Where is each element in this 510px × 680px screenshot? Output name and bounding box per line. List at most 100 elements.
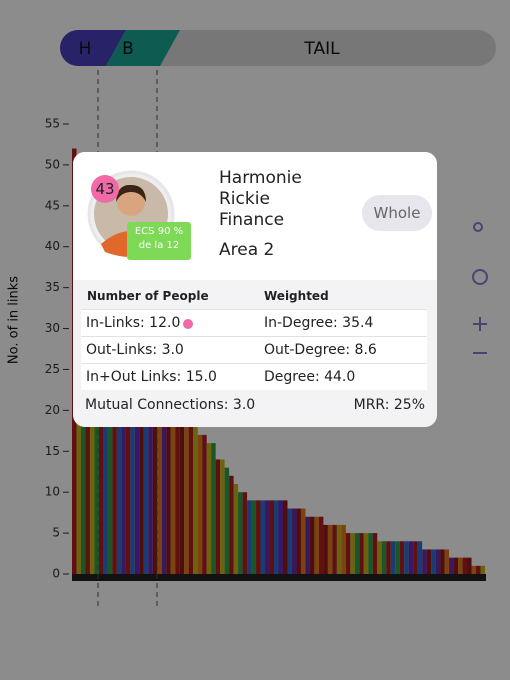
table-row: In+Out Links: 15.0 Degree: 44.0 — [81, 363, 427, 390]
segment-b[interactable] — [106, 30, 180, 66]
bar — [134, 377, 140, 574]
bar — [98, 328, 104, 574]
y-tick-label: 25 — [45, 362, 60, 376]
bar — [175, 410, 180, 574]
bar — [287, 508, 292, 574]
bar — [390, 541, 396, 574]
y-tick-label: 40 — [45, 239, 60, 253]
y-tick-label: 15 — [45, 444, 60, 458]
segment-h[interactable] — [60, 30, 126, 66]
bar — [94, 320, 99, 574]
bar — [350, 533, 355, 574]
bar — [336, 524, 342, 574]
bar — [318, 516, 324, 574]
bar — [152, 394, 158, 574]
bar — [197, 434, 203, 574]
bar — [431, 549, 436, 574]
bar — [444, 549, 450, 574]
bar — [157, 402, 162, 574]
cell: Out-Links: 3.0 — [86, 342, 184, 358]
bar — [381, 541, 387, 574]
bar — [377, 541, 382, 574]
bar — [404, 541, 409, 574]
user-search-icon[interactable] — [473, 222, 483, 232]
bar — [323, 524, 328, 574]
avatar-hair — [116, 184, 146, 202]
first-name: Harmonie — [219, 168, 302, 188]
bar — [170, 410, 176, 574]
info-card: 43 ECS 90 % de la 12 Harmonie Rickie Fin… — [73, 152, 437, 427]
bar — [408, 541, 414, 574]
bar — [161, 402, 167, 574]
bar — [422, 549, 427, 574]
bar — [166, 410, 171, 574]
person-name: Harmonie Rickie Finance Area 2 — [219, 168, 302, 261]
y-tick-label: 50 — [45, 157, 60, 171]
bar — [300, 508, 306, 574]
bar — [314, 516, 319, 574]
mutual-connections: Mutual Connections: 3.0 — [85, 397, 256, 413]
bar — [211, 443, 216, 574]
bar — [354, 533, 360, 574]
cell: In-Degree: 35.4 — [264, 315, 374, 331]
bar — [269, 500, 275, 574]
zoom-in[interactable] — [473, 317, 487, 331]
y-tick-label: 0 — [52, 567, 60, 581]
bar — [345, 533, 351, 574]
bar — [256, 500, 261, 574]
bar — [359, 533, 364, 574]
y-tick-label: 55 — [45, 117, 60, 131]
bar — [179, 418, 185, 574]
tool-panel — [464, 216, 496, 368]
bar — [458, 557, 463, 574]
ecs-line: de la 12 — [138, 240, 180, 251]
segment-label: H — [79, 39, 92, 59]
bar — [215, 459, 221, 574]
bar — [274, 500, 279, 574]
bar — [440, 549, 445, 574]
bar — [112, 353, 117, 574]
bar — [206, 443, 212, 574]
locate-icon[interactable] — [472, 269, 488, 285]
bar — [103, 336, 108, 574]
mrr: MRR: 25% — [353, 397, 425, 413]
table-header: Weighted — [264, 289, 329, 303]
y-tick-label: 35 — [45, 280, 60, 294]
y-tick-label: 5 — [52, 526, 60, 540]
bar — [305, 516, 310, 574]
bar — [435, 549, 441, 574]
department: Finance — [219, 210, 285, 230]
bar — [476, 565, 481, 574]
bar — [202, 434, 207, 574]
ecs-badge: ECS 90 % de la 12 — [127, 222, 191, 260]
bar — [260, 500, 266, 574]
bar — [193, 426, 198, 574]
bar — [368, 533, 373, 574]
bar — [417, 541, 423, 574]
bar — [467, 557, 472, 574]
y-axis-label: No. of in links — [7, 276, 22, 364]
bar — [278, 500, 283, 574]
ecs-line: ECS 90 % — [134, 226, 184, 237]
bar — [247, 500, 252, 574]
pink-dot — [183, 319, 193, 329]
segment-label: TAIL — [303, 39, 340, 59]
bar — [372, 533, 378, 574]
bar — [296, 508, 301, 574]
whole-button[interactable]: Whole — [362, 195, 432, 231]
bar — [291, 508, 297, 574]
bar — [363, 533, 369, 574]
bar — [233, 484, 239, 574]
bar — [327, 524, 333, 574]
bar — [121, 361, 126, 574]
bar — [426, 549, 432, 574]
rank-badge: 43 — [91, 175, 119, 203]
bar — [251, 500, 257, 574]
cell: Out-Degree: 8.6 — [264, 342, 377, 358]
bar — [116, 353, 122, 574]
bar — [229, 475, 234, 574]
cell: In-Links: 12.0 — [86, 315, 181, 331]
bar — [130, 369, 135, 574]
bar — [89, 304, 95, 574]
